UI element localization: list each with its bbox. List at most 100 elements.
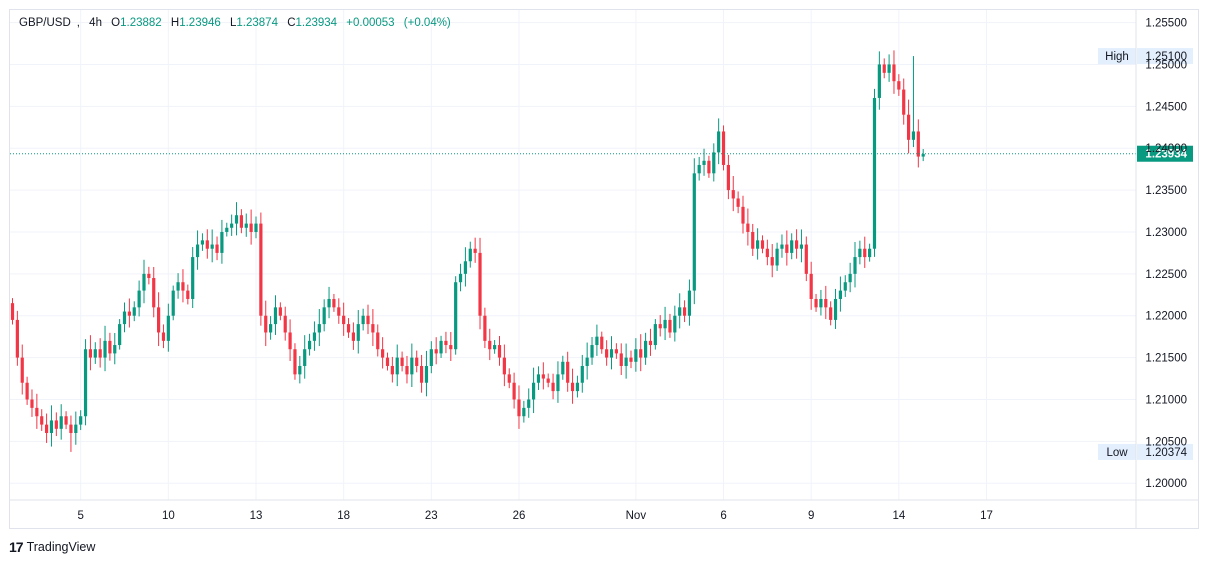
candle: [74, 411, 78, 445]
candle: [751, 223, 755, 256]
candle-body: [794, 240, 799, 249]
candle: [473, 237, 477, 263]
candle-body: [746, 223, 750, 232]
candle: [215, 236, 219, 261]
candle-body: [98, 349, 102, 358]
candle: [902, 78, 906, 125]
candle-body: [317, 324, 321, 333]
candle: [921, 149, 925, 162]
candle: [376, 324, 380, 357]
candle-body: [483, 315, 487, 341]
y-tick-label: 1.21500: [1145, 353, 1187, 365]
candle: [230, 214, 234, 236]
candle-body: [536, 374, 541, 383]
candle-body: [449, 345, 453, 350]
x-tick-label: 13: [250, 510, 263, 522]
candle-body: [736, 198, 740, 207]
candle-body: [458, 273, 463, 283]
candle: [118, 319, 122, 350]
x-tick-label: 26: [513, 510, 526, 522]
candle: [400, 351, 404, 372]
candle-body: [147, 273, 151, 279]
candle: [600, 331, 604, 354]
candle: [69, 415, 73, 452]
candle-body: [288, 332, 292, 350]
candle: [405, 355, 409, 384]
candle-body: [478, 252, 482, 316]
candle-body: [843, 282, 847, 291]
candle-body: [702, 160, 706, 165]
candle-body: [541, 374, 545, 379]
tradingview-logo-icon: 17: [9, 539, 24, 555]
candle-body: [566, 361, 570, 383]
candle: [687, 279, 692, 326]
candle: [629, 350, 633, 369]
candle: [439, 335, 443, 358]
candle-body: [166, 315, 170, 341]
candle: [624, 343, 628, 379]
candle-body: [717, 131, 721, 153]
candle-body: [814, 298, 818, 308]
candle: [307, 333, 312, 356]
candle-body: [69, 424, 73, 433]
candle-body: [697, 164, 701, 174]
candle-body: [751, 231, 755, 249]
candle-body: [619, 353, 623, 366]
candle-body: [191, 257, 195, 299]
candle-body: [239, 215, 243, 228]
tradingview-brand[interactable]: 17 TradingView: [9, 539, 95, 555]
candle: [79, 410, 83, 431]
ohlc-legend: GBP/USD, 4h O1.23882 H1.23946 L1.23874 C…: [19, 17, 457, 29]
candle: [429, 341, 433, 374]
candle: [419, 354, 424, 393]
candle: [668, 313, 672, 338]
candle-body: [157, 307, 161, 333]
candle-body: [921, 154, 925, 157]
candle-body: [137, 290, 141, 308]
candle: [30, 389, 34, 417]
candle-body: [614, 349, 618, 354]
candle: [765, 239, 769, 266]
candle-body: [858, 248, 862, 258]
candle-body: [906, 114, 911, 140]
candle-body: [790, 240, 794, 253]
candle: [127, 298, 131, 328]
candle-body: [381, 349, 385, 358]
candle: [493, 340, 497, 354]
candle-body: [283, 315, 287, 333]
candle-body: [220, 231, 224, 253]
candle-body: [269, 324, 273, 333]
chart-frame[interactable]: [9, 9, 1199, 529]
candle: [590, 337, 594, 365]
change-percent: (+0.04%): [403, 17, 451, 29]
candle-body: [346, 324, 351, 333]
candle: [366, 304, 370, 335]
candle-body: [682, 307, 687, 316]
candle: [244, 213, 248, 237]
candle: [415, 350, 419, 373]
candle: [356, 310, 360, 354]
candle: [122, 302, 127, 333]
candle-body: [332, 298, 336, 308]
candle-body: [868, 248, 872, 258]
candle-body: [829, 307, 833, 320]
candle: [819, 289, 823, 316]
candle-body: [916, 131, 920, 157]
candle: [799, 229, 804, 263]
candle: [381, 337, 385, 369]
candle: [872, 88, 877, 257]
candle: [20, 344, 24, 395]
candle: [736, 191, 740, 214]
candle: [444, 331, 448, 354]
candle-body: [497, 345, 502, 358]
candle: [458, 263, 463, 292]
candle: [497, 335, 502, 366]
candle: [561, 355, 565, 380]
candle: [191, 247, 195, 309]
candle-body: [882, 64, 886, 73]
candle-body: [298, 365, 302, 375]
candle-body: [892, 64, 896, 82]
candle: [707, 155, 711, 178]
candle: [897, 74, 901, 96]
